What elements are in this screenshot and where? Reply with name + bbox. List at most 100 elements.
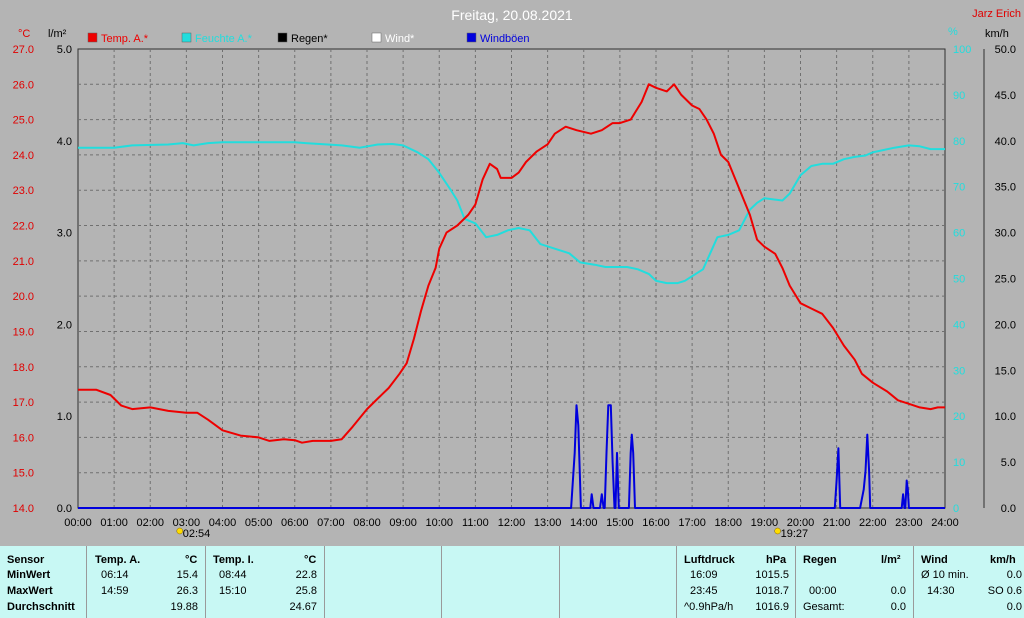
- legend-label: Temp. A.*: [101, 33, 149, 45]
- temp-tick-label: 24.0: [13, 150, 34, 162]
- rain-tick-label: 2.0: [57, 319, 72, 331]
- temp-tick-label: 21.0: [13, 256, 34, 268]
- rain-tick-label: 3.0: [57, 228, 72, 240]
- sunset-icon: [774, 527, 781, 535]
- wind-tick-label: 35.0: [995, 182, 1016, 194]
- temp-i-max-time: 15:10: [219, 585, 247, 597]
- wind-max-value: SO 0.6: [987, 585, 1022, 597]
- humidity-tick-label: 100: [953, 44, 971, 56]
- x-tick-label: 21:00: [823, 517, 851, 529]
- legend-swatch: [466, 32, 477, 43]
- x-tick-label: 19:00: [751, 517, 779, 529]
- x-tick-label: 17:00: [678, 517, 706, 529]
- temp-tick-label: 22.0: [13, 221, 34, 233]
- row-label-max: MaxWert: [7, 585, 53, 597]
- x-tick-label: 11:00: [462, 517, 489, 529]
- temp-unit-label: °C: [18, 28, 30, 40]
- wind-tick-label: 25.0: [995, 274, 1016, 286]
- sunrise-label: 02:54: [183, 528, 211, 540]
- humidity-tick-label: 80: [953, 136, 965, 148]
- x-tick-label: 16:00: [642, 517, 670, 529]
- row-label-avg: Durchschnitt: [7, 601, 75, 613]
- rain-max-time: 00:00: [809, 585, 837, 597]
- legend-label: Feuchte A.*: [195, 33, 253, 45]
- rain-tick-label: 4.0: [57, 136, 72, 148]
- rain-total-value: 0.0: [890, 601, 906, 613]
- x-tick-label: 05:00: [245, 517, 273, 529]
- x-tick-label: 10:00: [425, 517, 453, 529]
- wind-tick-label: 5.0: [1001, 457, 1016, 469]
- temp-i-max-value: 25.8: [295, 585, 317, 597]
- rain-max-value: 0.0: [890, 585, 906, 597]
- pressure-header: Luftdruck: [684, 554, 735, 566]
- x-tick-label: 02:00: [136, 517, 164, 529]
- wind-header: Wind: [921, 554, 948, 566]
- rain-tick-label: 1.0: [57, 411, 72, 423]
- wind-avg-label: Ø 10 min.: [921, 569, 969, 581]
- temp-i-avg-value: 24.67: [289, 601, 317, 613]
- wind-tick-label: 50.0: [995, 44, 1016, 56]
- temp-tick-label: 14.0: [13, 503, 34, 515]
- x-tick-label: 20:00: [787, 517, 815, 529]
- temp-tick-label: 20.0: [13, 291, 34, 303]
- rain-header: Regen: [803, 554, 837, 566]
- x-tick-label: 06:00: [281, 517, 309, 529]
- legend-label: Regen*: [291, 33, 328, 45]
- temp-tick-label: 19.0: [13, 326, 34, 338]
- series-line-wind: [78, 404, 945, 509]
- x-tick-label: 24:00: [931, 517, 959, 529]
- wind-max-time: 14:30: [927, 585, 955, 597]
- row-label-min: MinWert: [7, 569, 51, 581]
- wind-tick-label: 40.0: [995, 136, 1016, 148]
- pressure-min-value: 1015.5: [755, 569, 789, 581]
- humidity-tick-label: 40: [953, 319, 965, 331]
- series-line-humidity: [78, 141, 945, 285]
- humidity-tick-label: 30: [953, 365, 965, 377]
- pressure-unit: hPa: [766, 554, 787, 566]
- wind-avg-value: 0.0: [1006, 569, 1022, 581]
- temp-i-min-time: 08:44: [219, 569, 247, 581]
- legend-swatch: [371, 32, 382, 43]
- x-tick-label: 12:00: [498, 517, 526, 529]
- legend-label: Wind*: [385, 33, 415, 45]
- humidity-unit-label: %: [948, 26, 958, 38]
- temp-a-max-time: 14:59: [101, 585, 129, 597]
- wind-tick-label: 10.0: [995, 411, 1016, 423]
- temp-tick-label: 25.0: [13, 115, 34, 127]
- series-layer: [78, 83, 945, 509]
- x-tick-label: 14:00: [570, 517, 598, 529]
- x-tick-label: 01:00: [100, 517, 128, 529]
- humidity-tick-label: 90: [953, 90, 965, 102]
- rain-total-label: Gesamt:: [803, 601, 845, 613]
- pressure-max-time: 23:45: [690, 585, 718, 597]
- wind-tick-label: 30.0: [995, 228, 1016, 240]
- x-tick-label: 22:00: [859, 517, 887, 529]
- chart-title: Freitag, 20.08.2021: [451, 7, 573, 23]
- wind-tick-label: 0.0: [1001, 503, 1016, 515]
- humidity-tick-label: 70: [953, 182, 965, 194]
- rain-tick-label: 5.0: [57, 44, 72, 56]
- x-tick-label: 18:00: [714, 517, 742, 529]
- statistics-table: Sensor MinWert MaxWert Durchschnitt Temp…: [0, 546, 1024, 618]
- humidity-tick-label: 10: [953, 457, 965, 469]
- temp-tick-label: 18.0: [13, 362, 34, 374]
- wind-unit-label: km/h: [985, 28, 1009, 40]
- grid: [77, 48, 946, 509]
- temp-i-unit: °C: [304, 554, 317, 566]
- sunrise-icon: [176, 527, 184, 535]
- rain-unit: l/m²: [881, 554, 901, 566]
- legend-swatch: [181, 32, 192, 43]
- x-tick-label: 23:00: [895, 517, 923, 529]
- pressure-avg-value: 1016.9: [755, 601, 789, 613]
- temp-i-min-value: 22.8: [295, 569, 317, 581]
- wind-tick-label: 15.0: [995, 365, 1016, 377]
- legend-label: Windböen: [480, 33, 530, 45]
- pressure-trend: ^0.9hPa/h: [684, 601, 734, 613]
- weather-chart: Freitag, 20.08.2021 Jarz Erich °C l/m² %…: [12, 7, 1021, 540]
- temp-tick-label: 26.0: [13, 79, 34, 91]
- pressure-max-value: 1018.7: [755, 585, 789, 597]
- author-label: Jarz Erich: [972, 8, 1021, 20]
- temp-tick-label: 17.0: [13, 397, 34, 409]
- temp-a-avg-value: 19.88: [170, 601, 198, 613]
- temp-tick-label: 23.0: [13, 185, 34, 197]
